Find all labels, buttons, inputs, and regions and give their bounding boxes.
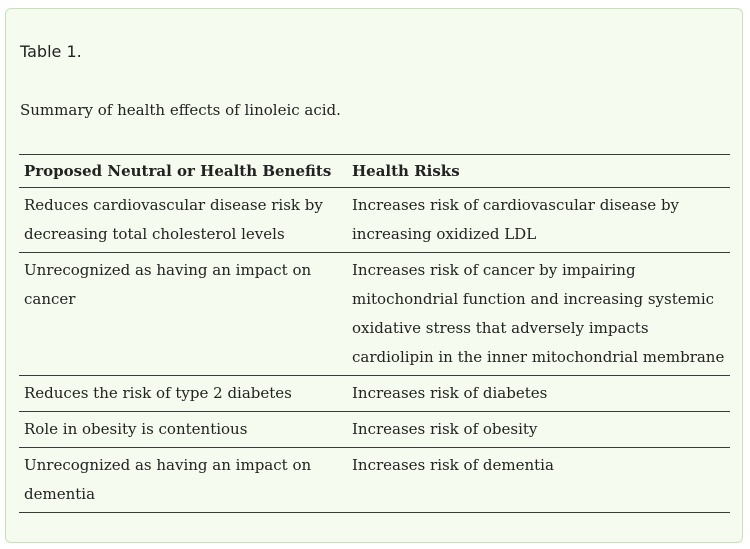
column-header-benefits: Proposed Neutral or Health Benefits xyxy=(24,162,332,180)
health-effects-table: Proposed Neutral or Health Benefits Heal… xyxy=(19,154,730,513)
table-row: Unrecognized as having an impact on deme… xyxy=(19,448,730,513)
table-row: Reduces cardiovascular disease risk by d… xyxy=(19,188,730,253)
benefit-cell: Reduces the risk of type 2 diabetes xyxy=(24,384,292,402)
table-row: Role in obesity is contentious Increases… xyxy=(19,412,730,448)
table-header-row: Proposed Neutral or Health Benefits Heal… xyxy=(19,154,730,188)
risk-cell: Increases risk of diabetes xyxy=(352,384,548,402)
risk-cell: Increases risk of obesity xyxy=(352,420,538,438)
table-caption: Summary of health effects of linoleic ac… xyxy=(20,101,341,119)
table-label: Table 1. xyxy=(20,42,82,61)
benefit-cell: Unrecognized as having an impact on deme… xyxy=(24,456,312,503)
risk-cell: Increases risk of cancer by impairing mi… xyxy=(352,261,725,366)
benefit-cell: Unrecognized as having an impact on canc… xyxy=(24,261,312,308)
risk-cell: Increases risk of cardiovascular disease… xyxy=(352,196,680,243)
risk-cell: Increases risk of dementia xyxy=(352,456,554,474)
table-panel: Table 1. Summary of health effects of li… xyxy=(5,8,743,543)
benefit-cell: Role in obesity is contentious xyxy=(24,420,248,438)
benefit-cell: Reduces cardiovascular disease risk by d… xyxy=(24,196,323,243)
table-row: Unrecognized as having an impact on canc… xyxy=(19,253,730,376)
column-header-risks: Health Risks xyxy=(352,162,460,180)
table-row: Reduces the risk of type 2 diabetes Incr… xyxy=(19,376,730,412)
